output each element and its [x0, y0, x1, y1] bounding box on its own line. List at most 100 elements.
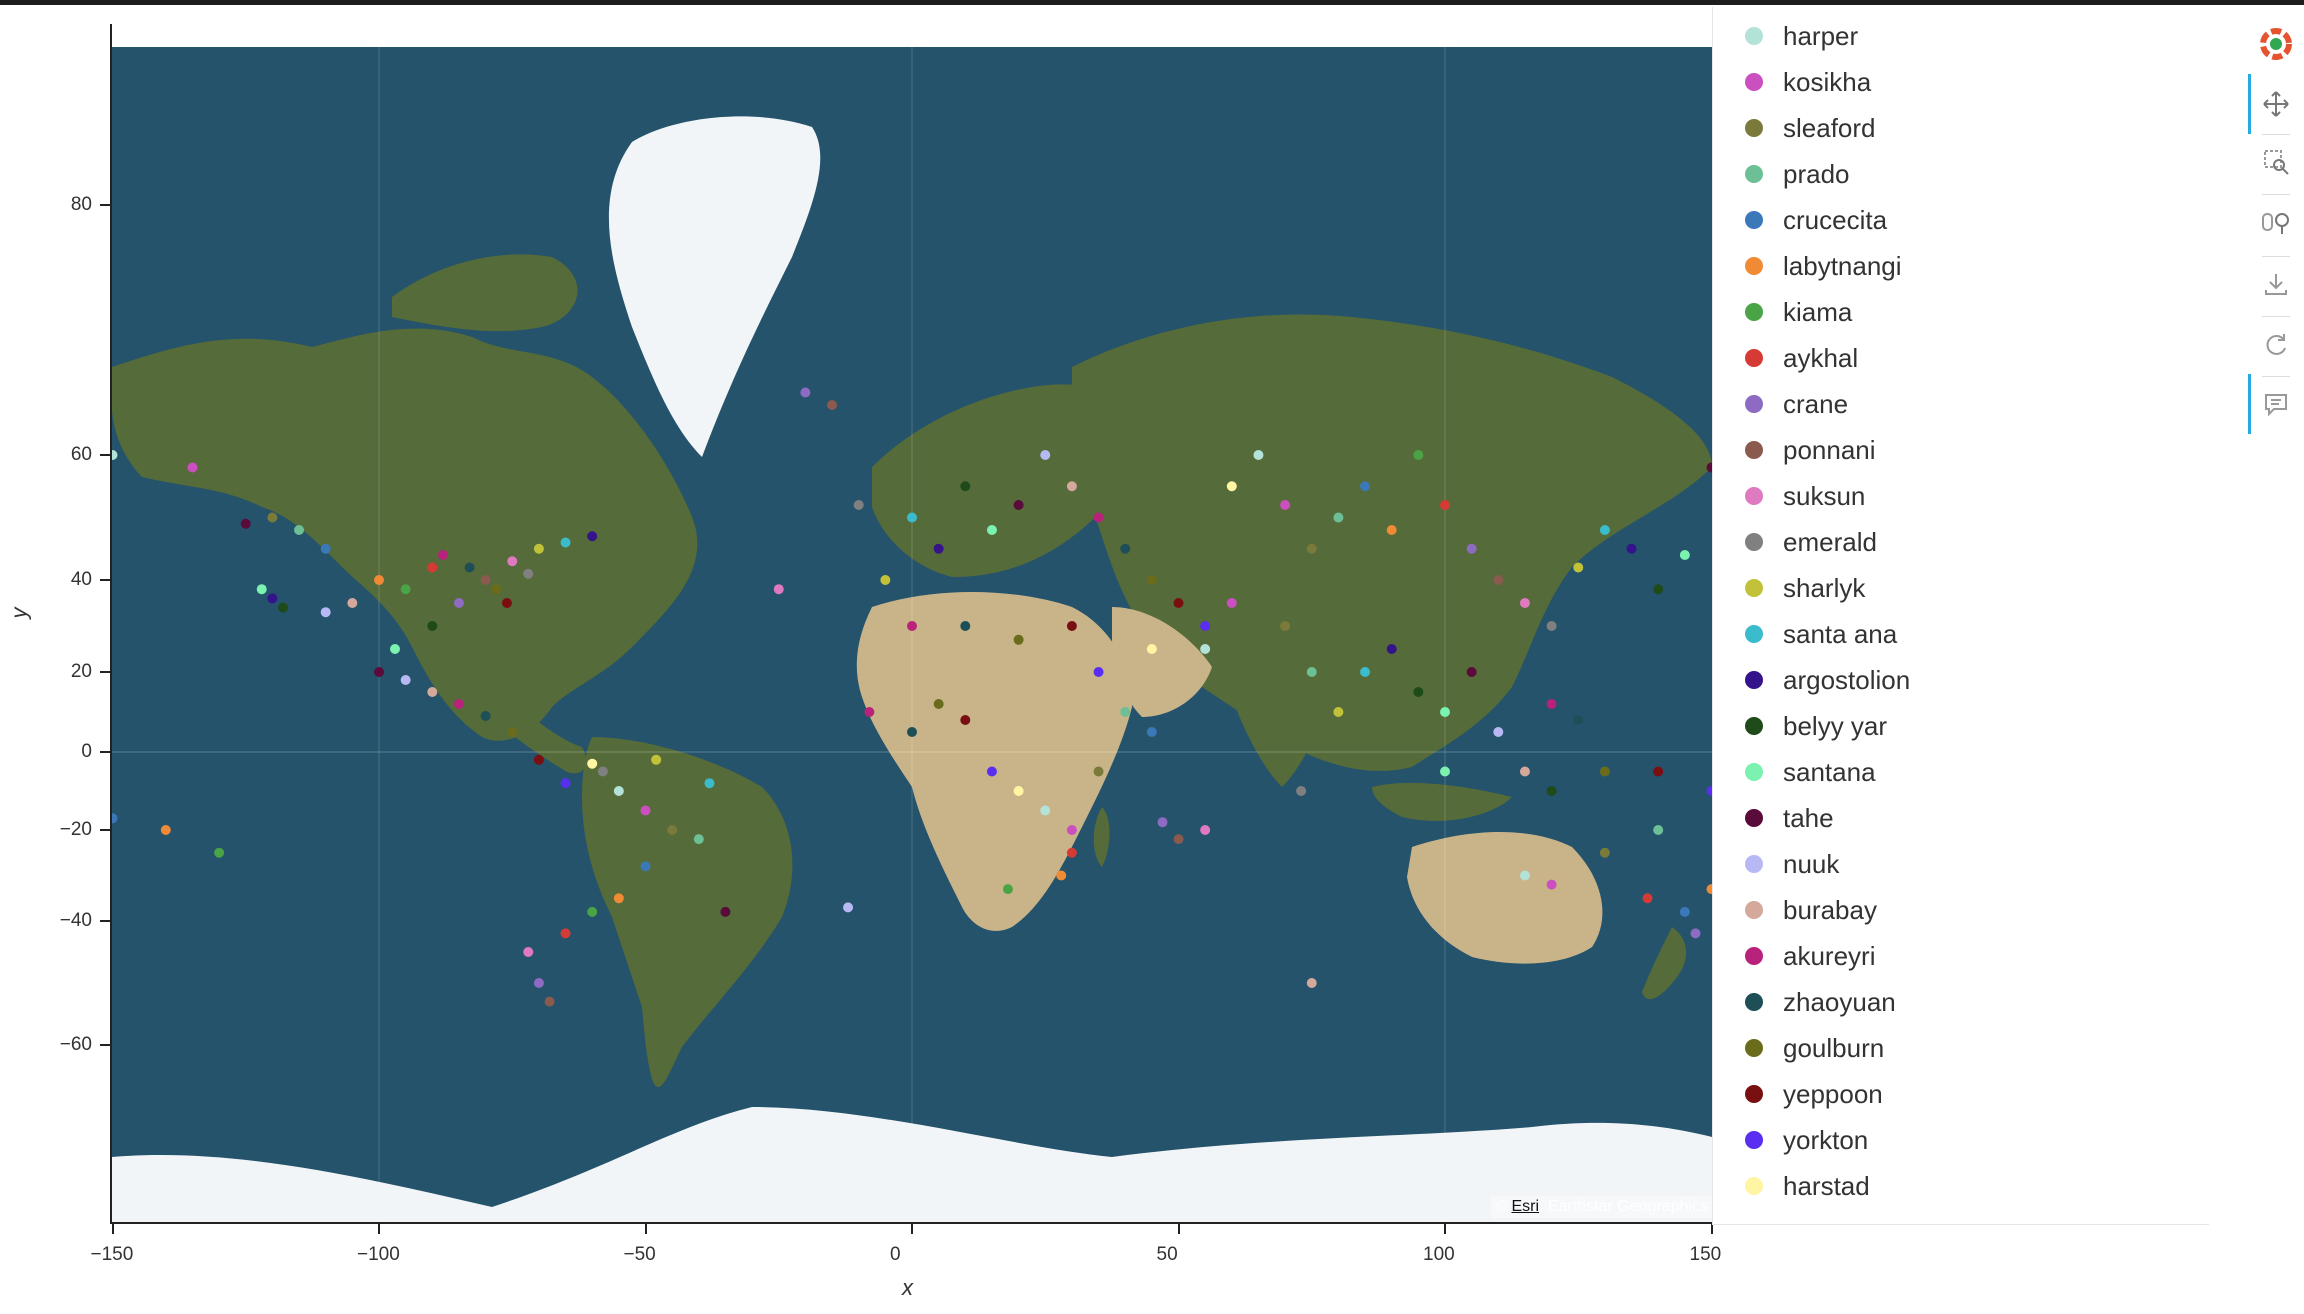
legend-item[interactable]: burabay [1745, 890, 1877, 930]
city-marker[interactable] [1546, 879, 1557, 890]
city-marker[interactable] [1040, 450, 1051, 460]
city-marker[interactable] [1679, 550, 1690, 560]
city-marker[interactable] [1002, 884, 1013, 895]
city-marker[interactable] [1599, 847, 1610, 858]
city-marker[interactable] [560, 928, 571, 939]
map-canvas[interactable] [112, 47, 1712, 1222]
city-marker[interactable] [400, 584, 411, 595]
city-marker[interactable] [1573, 562, 1584, 573]
city-marker[interactable] [1679, 906, 1690, 917]
city-marker[interactable] [853, 500, 864, 510]
city-marker[interactable] [1157, 817, 1168, 828]
city-marker[interactable] [320, 543, 331, 554]
legend-item[interactable]: aykhal [1745, 338, 1858, 378]
city-marker[interactable] [523, 947, 534, 957]
city-marker[interactable] [827, 400, 838, 410]
city-marker[interactable] [1519, 870, 1530, 881]
city-marker[interactable] [523, 568, 534, 579]
city-marker[interactable] [1306, 667, 1317, 677]
hover-tool-icon[interactable] [2256, 384, 2296, 424]
legend-item[interactable]: santa ana [1745, 614, 1897, 654]
city-marker[interactable] [960, 715, 971, 725]
city-marker[interactable] [560, 537, 571, 548]
map-svg[interactable] [112, 47, 1712, 1222]
city-marker[interactable] [587, 758, 598, 769]
city-marker[interactable] [278, 602, 289, 613]
city-marker[interactable] [1093, 766, 1104, 777]
city-marker[interactable] [1226, 481, 1237, 492]
city-marker[interactable] [1226, 598, 1237, 608]
city-marker[interactable] [693, 834, 704, 845]
city-marker[interactable] [1200, 825, 1211, 835]
city-marker[interactable] [1413, 450, 1424, 460]
city-marker[interactable] [400, 675, 411, 685]
box-zoom-tool-icon[interactable] [2256, 142, 2296, 182]
legend-item[interactable]: crane [1745, 384, 1848, 424]
city-marker[interactable] [960, 481, 971, 492]
city-marker[interactable] [1120, 543, 1131, 554]
city-marker[interactable] [960, 621, 971, 631]
city-marker[interactable] [1386, 525, 1397, 535]
city-marker[interactable] [256, 584, 267, 595]
city-marker[interactable] [437, 550, 448, 560]
city-marker[interactable] [613, 893, 624, 904]
city-marker[interactable] [1466, 667, 1477, 677]
legend-item[interactable]: sharlyk [1745, 568, 1865, 608]
legend-item[interactable]: ponnani [1745, 430, 1876, 470]
legend-item[interactable]: prado [1745, 154, 1850, 194]
city-marker[interactable] [1493, 575, 1504, 585]
city-marker[interactable] [1066, 825, 1077, 835]
city-marker[interactable] [1493, 727, 1504, 737]
city-marker[interactable] [1546, 699, 1557, 709]
city-marker[interactable] [1280, 500, 1291, 510]
city-marker[interactable] [667, 825, 678, 835]
legend-item[interactable]: kiama [1745, 292, 1852, 332]
city-marker[interactable] [1642, 893, 1653, 904]
city-marker[interactable] [597, 766, 608, 777]
city-marker[interactable] [843, 902, 854, 913]
city-marker[interactable] [933, 543, 944, 554]
city-marker[interactable] [1093, 667, 1104, 677]
city-marker[interactable] [1173, 598, 1184, 608]
city-marker[interactable] [1200, 621, 1211, 631]
city-marker[interactable] [1386, 644, 1397, 654]
legend-item[interactable]: belyy yar [1745, 706, 1887, 746]
legend-item[interactable]: akureyri [1745, 936, 1875, 976]
city-marker[interactable] [720, 906, 731, 917]
city-marker[interactable] [214, 847, 225, 858]
city-marker[interactable] [907, 621, 917, 631]
city-marker[interactable] [160, 825, 171, 835]
legend-item[interactable]: tahe [1745, 798, 1834, 838]
legend-item[interactable]: emerald [1745, 522, 1877, 562]
city-marker[interactable] [587, 531, 598, 542]
city-marker[interactable] [112, 450, 118, 460]
legend-item[interactable]: nuuk [1745, 844, 1839, 884]
legend-item[interactable]: harstad [1745, 1166, 1870, 1206]
city-marker[interactable] [187, 462, 198, 473]
city-marker[interactable] [1519, 766, 1530, 777]
city-marker[interactable] [1546, 786, 1557, 796]
legend-item[interactable]: santana [1745, 752, 1876, 792]
legend-item[interactable]: sleaford [1745, 108, 1876, 148]
city-marker[interactable] [1546, 621, 1557, 631]
city-marker[interactable] [1653, 584, 1664, 595]
city-marker[interactable] [1333, 512, 1344, 523]
legend-item[interactable]: labytnangi [1745, 246, 1902, 286]
city-marker[interactable] [560, 778, 571, 789]
city-marker[interactable] [1066, 621, 1077, 631]
city-marker[interactable] [1706, 884, 1713, 895]
city-marker[interactable] [464, 562, 475, 573]
city-marker[interactable] [1013, 500, 1024, 510]
bokeh-logo-icon[interactable] [2256, 24, 2296, 64]
city-marker[interactable] [1093, 512, 1104, 523]
city-marker[interactable] [427, 621, 438, 631]
city-marker[interactable] [427, 562, 438, 573]
city-marker[interactable] [491, 584, 502, 595]
city-marker[interactable] [1599, 766, 1610, 777]
city-marker[interactable] [320, 607, 331, 618]
city-marker[interactable] [1599, 525, 1610, 535]
city-marker[interactable] [1066, 847, 1077, 858]
city-marker[interactable] [347, 598, 358, 608]
city-marker[interactable] [1056, 870, 1067, 881]
city-marker[interactable] [1200, 644, 1211, 654]
